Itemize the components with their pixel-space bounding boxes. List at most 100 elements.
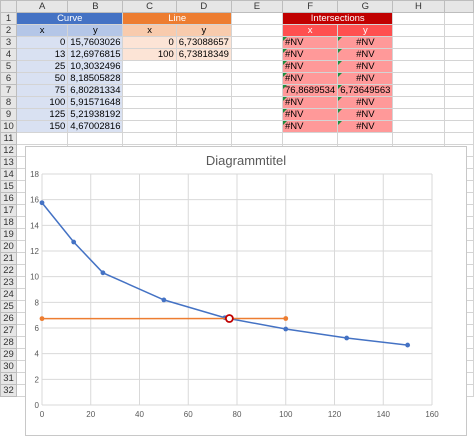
curve-x-cell[interactable]: 50: [16, 73, 67, 85]
row-header[interactable]: 30: [1, 361, 17, 373]
intersections-header[interactable]: Intersections: [283, 13, 393, 25]
cell[interactable]: [393, 49, 444, 61]
row-header[interactable]: 20: [1, 241, 17, 253]
intersections-x-label[interactable]: x: [283, 25, 338, 37]
line-y-label[interactable]: y: [176, 25, 231, 37]
intersection-y-cell[interactable]: #NV: [338, 109, 393, 121]
row-header[interactable]: 23: [1, 277, 17, 289]
column-header-e[interactable]: E: [231, 1, 282, 13]
intersection-x-cell[interactable]: #NV: [283, 37, 338, 49]
cell[interactable]: [393, 13, 444, 25]
intersection-x-cell[interactable]: #NV: [283, 109, 338, 121]
cell[interactable]: [444, 109, 473, 121]
row-header[interactable]: 13: [1, 157, 17, 169]
row-header[interactable]: 12: [1, 145, 17, 157]
intersection-y-cell[interactable]: #NV: [338, 73, 393, 85]
row-header[interactable]: 10: [1, 121, 17, 133]
intersection-x-cell[interactable]: #NV: [283, 121, 338, 133]
cell[interactable]: [231, 85, 282, 97]
intersection-x-cell[interactable]: #NV: [283, 61, 338, 73]
cell[interactable]: [444, 61, 473, 73]
row-header[interactable]: 11: [1, 133, 17, 145]
column-header-overflow[interactable]: [444, 1, 473, 13]
intersections-y-label[interactable]: y: [338, 25, 393, 37]
cell[interactable]: [444, 133, 473, 145]
intersection-x-cell[interactable]: #NV: [283, 49, 338, 61]
cell[interactable]: [338, 133, 393, 145]
row-header[interactable]: 28: [1, 337, 17, 349]
cell[interactable]: [231, 133, 282, 145]
line-y-cell[interactable]: 6,73818349: [176, 49, 231, 61]
curve-x-label[interactable]: x: [16, 25, 67, 37]
cell[interactable]: [393, 37, 444, 49]
row-header[interactable]: 1: [1, 13, 17, 25]
cell[interactable]: [231, 49, 282, 61]
cell[interactable]: [176, 121, 231, 133]
cell[interactable]: [16, 133, 67, 145]
cell[interactable]: [123, 133, 176, 145]
cell[interactable]: [393, 25, 444, 37]
row-header[interactable]: 15: [1, 181, 17, 193]
curve-x-cell[interactable]: 0: [16, 37, 67, 49]
cell[interactable]: [444, 85, 473, 97]
cell[interactable]: [231, 25, 282, 37]
cell[interactable]: [176, 85, 231, 97]
line-x-cell[interactable]: 0: [123, 37, 176, 49]
cell[interactable]: [444, 37, 473, 49]
cell[interactable]: [231, 13, 282, 25]
column-header-b[interactable]: B: [68, 1, 123, 13]
cell[interactable]: [393, 133, 444, 145]
intersection-y-cell[interactable]: #NV: [338, 97, 393, 109]
cell[interactable]: [231, 97, 282, 109]
column-header-d[interactable]: D: [176, 1, 231, 13]
cell[interactable]: [393, 97, 444, 109]
cell[interactable]: [123, 109, 176, 121]
curve-y-cell[interactable]: 12,6976815: [68, 49, 123, 61]
line-x-cell[interactable]: 100: [123, 49, 176, 61]
cell[interactable]: [393, 73, 444, 85]
row-header[interactable]: 26: [1, 313, 17, 325]
cell[interactable]: [68, 133, 123, 145]
curve-y-cell[interactable]: 4,67002816: [68, 121, 123, 133]
cell[interactable]: [176, 73, 231, 85]
row-header[interactable]: 27: [1, 325, 17, 337]
line-header[interactable]: Line: [123, 13, 231, 25]
row-header[interactable]: 9: [1, 109, 17, 121]
curve-y-cell[interactable]: 5,21938192: [68, 109, 123, 121]
curve-y-cell[interactable]: 10,3032496: [68, 61, 123, 73]
cell[interactable]: [123, 85, 176, 97]
select-all-corner[interactable]: [1, 1, 17, 13]
cell[interactable]: [444, 73, 473, 85]
row-header[interactable]: 2: [1, 25, 17, 37]
curve-y-label[interactable]: y: [68, 25, 123, 37]
cell[interactable]: [283, 133, 338, 145]
column-header-h[interactable]: H: [393, 1, 444, 13]
cell[interactable]: [444, 49, 473, 61]
row-header[interactable]: 18: [1, 217, 17, 229]
cell[interactable]: [393, 109, 444, 121]
cell[interactable]: [176, 133, 231, 145]
intersection-x-cell[interactable]: #NV: [283, 97, 338, 109]
row-header[interactable]: 4: [1, 49, 17, 61]
cell[interactable]: [444, 121, 473, 133]
cell[interactable]: [444, 97, 473, 109]
row-header[interactable]: 8: [1, 97, 17, 109]
row-header[interactable]: 16: [1, 193, 17, 205]
cell[interactable]: [123, 97, 176, 109]
intersection-x-cell[interactable]: 76,8689534: [283, 85, 338, 97]
cell[interactable]: [393, 85, 444, 97]
row-header[interactable]: 24: [1, 289, 17, 301]
curve-x-cell[interactable]: 13: [16, 49, 67, 61]
row-header[interactable]: 21: [1, 253, 17, 265]
cell[interactable]: [231, 121, 282, 133]
curve-x-cell[interactable]: 25: [16, 61, 67, 73]
cell[interactable]: [393, 61, 444, 73]
curve-x-cell[interactable]: 150: [16, 121, 67, 133]
cell[interactable]: [231, 37, 282, 49]
row-header[interactable]: 32: [1, 385, 17, 397]
curve-y-cell[interactable]: 15,7603026: [68, 37, 123, 49]
intersection-y-cell[interactable]: 6,73649563: [338, 85, 393, 97]
column-header-g[interactable]: G: [338, 1, 393, 13]
row-header[interactable]: 7: [1, 85, 17, 97]
column-header-f[interactable]: F: [283, 1, 338, 13]
